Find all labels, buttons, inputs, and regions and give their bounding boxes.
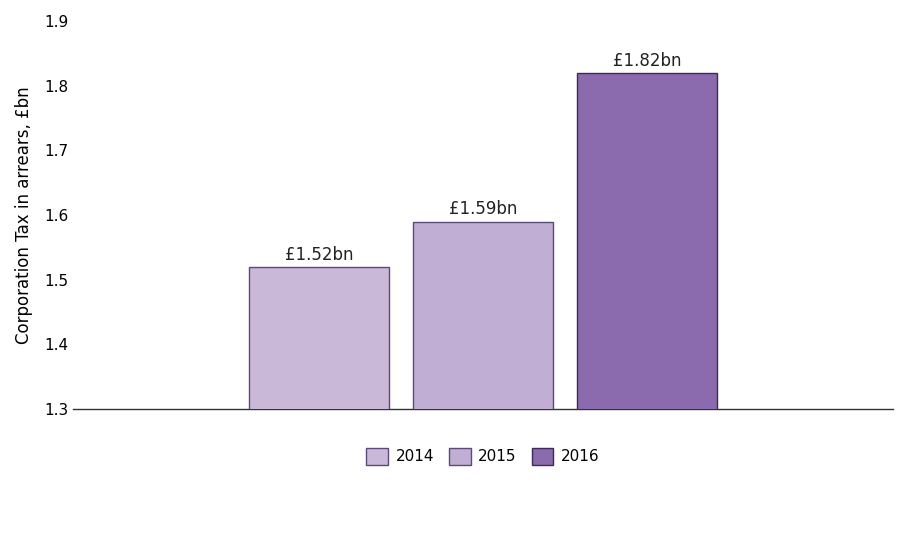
Bar <box>413 222 553 533</box>
Legend: 2014, 2015, 2016: 2014, 2015, 2016 <box>360 441 606 471</box>
Text: £1.52bn: £1.52bn <box>285 246 353 264</box>
Y-axis label: Corporation Tax in arrears, £bn: Corporation Tax in arrears, £bn <box>15 86 33 344</box>
Bar <box>577 72 716 533</box>
Bar <box>250 267 389 533</box>
Text: £1.59bn: £1.59bn <box>449 200 518 219</box>
Text: £1.82bn: £1.82bn <box>613 52 681 69</box>
